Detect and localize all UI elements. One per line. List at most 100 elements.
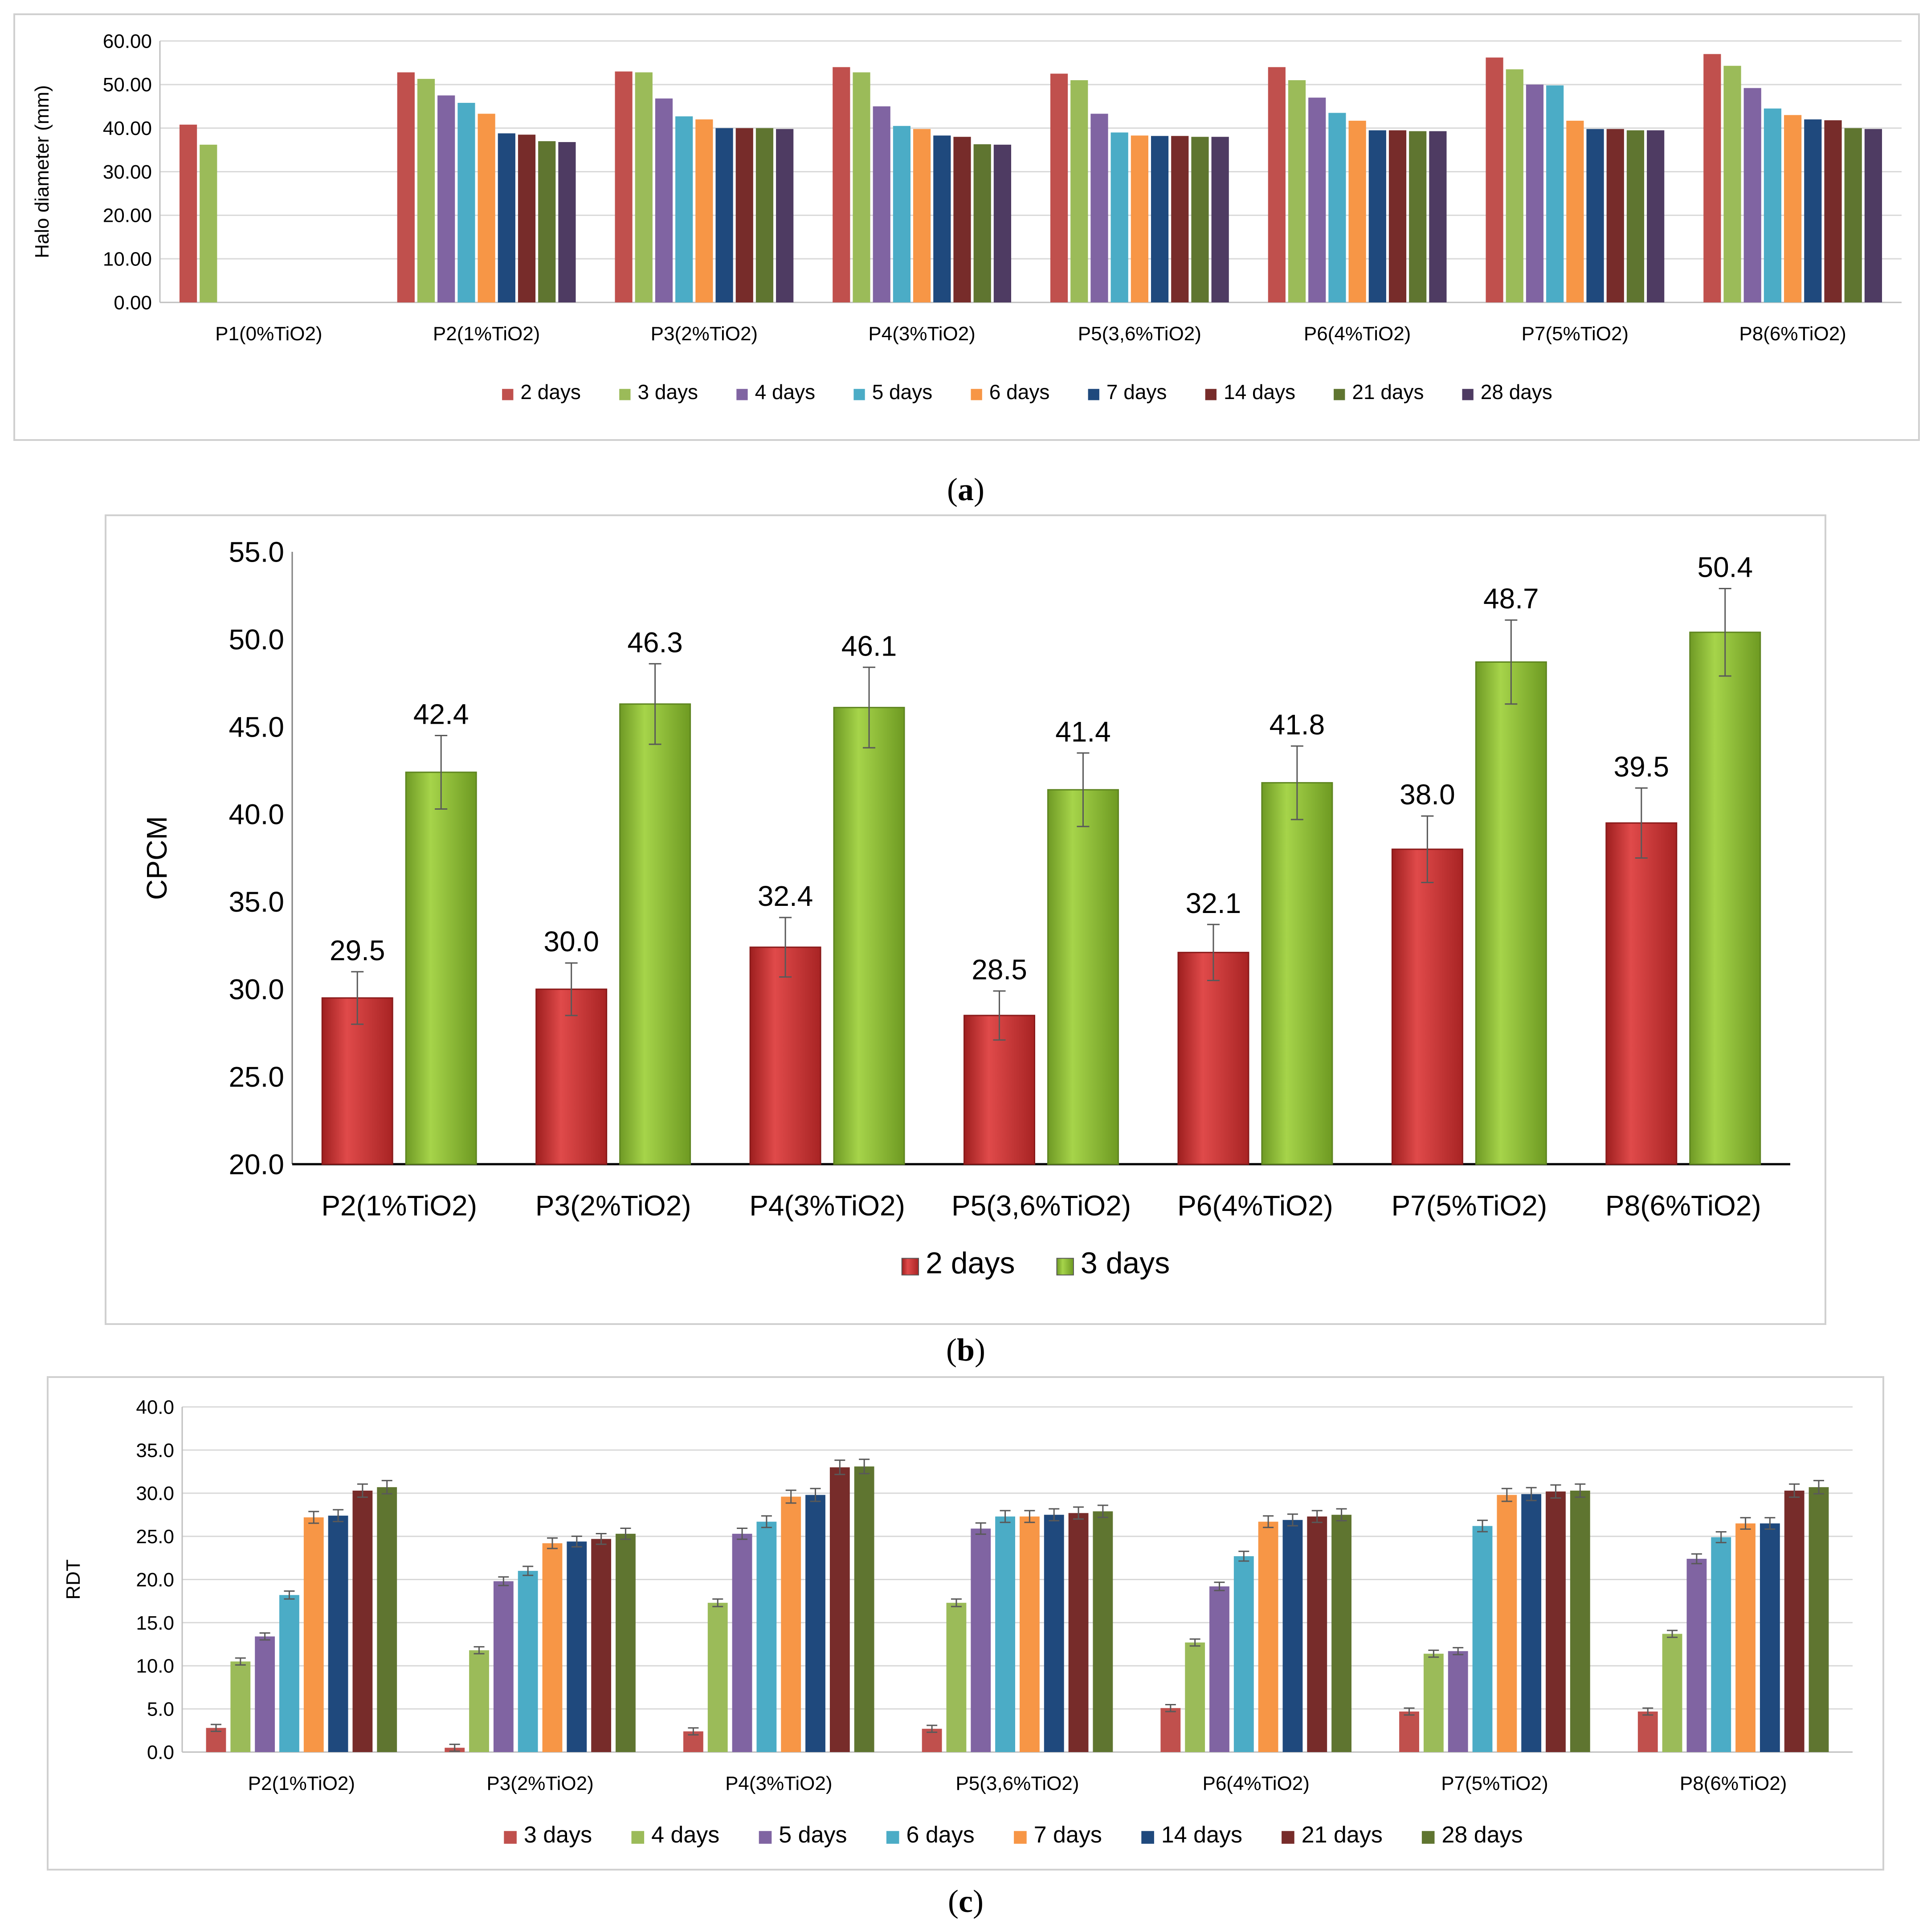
bar-14-days-1	[567, 1541, 587, 1752]
bar-5-days-4	[1110, 132, 1128, 302]
y-tick-label: 25.0	[229, 1061, 284, 1093]
bar-2-days-0	[179, 124, 197, 302]
bar-2-days-1	[397, 72, 415, 302]
bar-7-days-5	[1497, 1495, 1517, 1752]
bar-3-days-0	[405, 771, 477, 1165]
bar-5-days-3	[971, 1528, 991, 1752]
bar-3-days-2	[833, 707, 905, 1165]
bar-3-days-5	[1475, 661, 1547, 1165]
bar-28-days-4	[1331, 1515, 1351, 1752]
bar-2-days-3	[833, 67, 850, 302]
bar-6-days-7	[1784, 115, 1802, 302]
bar-2-days-4	[1050, 73, 1068, 302]
bar-6-days-2	[756, 1521, 777, 1752]
bar-28-days-1	[558, 142, 576, 302]
bar-4-days-4	[1090, 114, 1108, 303]
bar-21-days-4	[1191, 137, 1209, 302]
data-label: 46.1	[841, 630, 897, 662]
bar-2-days-6	[1605, 822, 1678, 1165]
bar-4-days-5	[1308, 98, 1326, 302]
x-tick-label: P2(1%TiO2)	[433, 323, 540, 345]
legend-swatch-5-days	[759, 1831, 772, 1844]
caption-a: (a)	[947, 472, 984, 507]
legend-label: 21 days	[1302, 1822, 1383, 1848]
bar-5-days-4	[1209, 1586, 1229, 1752]
x-tick-label: P5(3,6%TiO2)	[951, 1190, 1131, 1222]
x-tick-label: P7(5%TiO2)	[1391, 1190, 1547, 1222]
x-tick-label: P7(5%TiO2)	[1522, 323, 1629, 345]
bar-4-days-2	[707, 1602, 728, 1752]
y-tick-label: 0.00	[114, 292, 152, 314]
halo-diameter-chart: 0.00 10.00 20.00 30.00 40.00 50.00 60.00 Halo d…	[31, 30, 1902, 404]
legend-swatch-4-days	[736, 389, 748, 400]
bar-28-days-2	[854, 1466, 874, 1752]
bar-21-days-4	[1307, 1516, 1327, 1752]
bar-21-days-2	[755, 128, 774, 302]
caption-b: (b)	[946, 1332, 985, 1368]
y-axis-label: RDT	[62, 1559, 84, 1599]
bar-4-days-1	[469, 1650, 489, 1752]
legend-label: 5 days	[872, 380, 933, 404]
y-tick-label: 30.0	[136, 1483, 174, 1504]
bar-28-days-1	[616, 1533, 636, 1752]
bar-3-days-0	[200, 144, 217, 302]
data-label: 41.4	[1055, 716, 1111, 748]
data-label: 32.1	[1186, 887, 1241, 919]
bar-14-days-2	[805, 1495, 825, 1752]
legend-label: 6 days	[989, 380, 1050, 404]
bar-5-days-5	[1448, 1651, 1468, 1752]
bar-2-days-2	[615, 71, 633, 302]
x-tick-label: P3(2%TiO2)	[651, 323, 758, 345]
bar-6-days-5	[1348, 121, 1366, 302]
cpcm-chart: 20.0 25.0 30.0 35.0 40.0 45.0 50.0 55.0 CPCM 29.5…	[141, 536, 1790, 1280]
bar-6-days-0	[279, 1595, 299, 1752]
bar-4-days-2	[655, 98, 673, 302]
bar-4-days-4	[1185, 1642, 1205, 1752]
legend-label: 4 days	[755, 380, 816, 404]
legend-swatch-2-days	[901, 1258, 919, 1276]
y-tick-label: 0.0	[147, 1741, 174, 1763]
y-tick-label: 35.0	[229, 886, 284, 918]
bar-28-days-5	[1429, 131, 1447, 302]
x-tick-label: P6(4%TiO2)	[1177, 1190, 1333, 1222]
y-tick-label: 20.0	[136, 1569, 174, 1591]
legend-swatch-4-days	[631, 1831, 645, 1844]
bar-28-days-3	[993, 144, 1012, 302]
bar-4-days-3	[946, 1602, 967, 1752]
data-label: 50.4	[1697, 551, 1753, 583]
bar-14-days-7	[1824, 120, 1842, 302]
y-tick-label: 30.00	[103, 161, 152, 183]
legend-swatch-2-days	[502, 389, 514, 400]
y-tick-label: 50.0	[229, 624, 284, 656]
bar-4-days-3	[873, 106, 890, 302]
bar-28-days-3	[1093, 1511, 1113, 1752]
legend-label: 7 days	[1106, 380, 1167, 404]
bar-14-days-4	[1171, 136, 1189, 302]
data-label: 41.8	[1270, 709, 1325, 741]
bar-6-days-4	[1131, 135, 1148, 302]
legend-label: 14 days	[1224, 380, 1295, 404]
legend-label: 4 days	[651, 1822, 719, 1848]
bar-6-days-2	[695, 119, 713, 302]
y-tick-label: 5.0	[147, 1699, 174, 1720]
bar-21-days-2	[829, 1467, 850, 1752]
legend-swatch-3-days	[1056, 1258, 1074, 1276]
bar-28-days-6	[1809, 1487, 1829, 1752]
data-label: 29.5	[330, 934, 385, 966]
bar-14-days-6	[1760, 1523, 1780, 1752]
bar-7-days-0	[303, 1517, 324, 1752]
y-tick-label: 25.0	[136, 1526, 174, 1548]
bar-2-days-1	[535, 988, 608, 1165]
bar-28-days-0	[377, 1487, 397, 1752]
y-tick-label: 60.00	[103, 30, 152, 52]
y-tick-label: 10.0	[136, 1655, 174, 1677]
bar-14-days-5	[1521, 1494, 1542, 1752]
y-tick-label: 15.0	[136, 1612, 174, 1634]
bar-28-days-4	[1211, 137, 1229, 302]
bar-5-days-3	[893, 126, 911, 302]
legend-label: 3 days	[1081, 1246, 1170, 1280]
bar-21-days-1	[591, 1539, 612, 1752]
x-tick-label: P4(3%TiO2)	[868, 323, 975, 345]
bar-14-days-1	[518, 135, 536, 302]
legend-swatch-3-days	[504, 1831, 517, 1844]
